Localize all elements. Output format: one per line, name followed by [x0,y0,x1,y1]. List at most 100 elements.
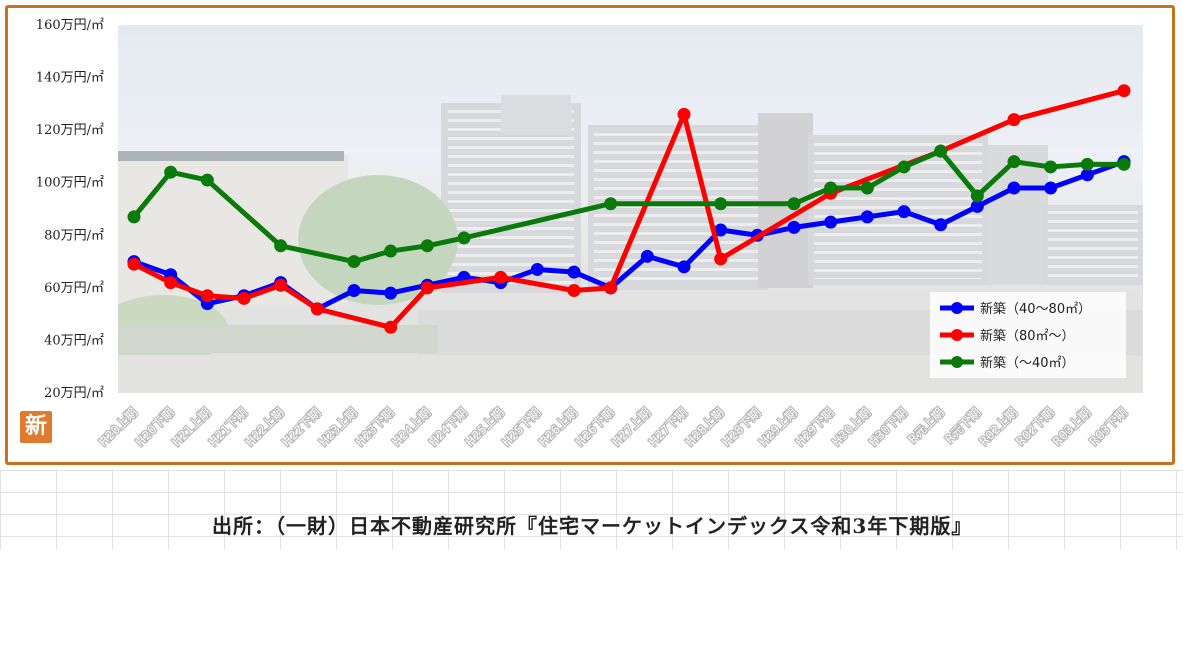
line-chart: 20万円/㎡ 40万円/㎡ 60万円/㎡ 80万円/㎡ 100万円/㎡ 120万円/㎡ 14… [36,18,1132,450]
data-point [494,270,508,284]
x-tick-label: H20下期 [133,405,177,449]
series-line-3 [132,148,1124,265]
source-note: 出所：（一財）日本不動産研究所『住宅マーケットインデックス令和3年下期版』 [212,514,973,538]
data-point [1080,157,1094,171]
data-point [164,165,178,179]
data-point [310,302,324,316]
data-point [824,181,838,195]
legend-label: 新築（80㎡～） [980,328,1075,344]
data-point [1117,157,1131,171]
x-tick-label: R03下期 [1087,405,1131,449]
x-tick-label: H22下期 [279,405,323,449]
y-tick-label: 100万円/㎡ [36,176,104,191]
data-point [457,231,471,245]
data-point [274,239,288,253]
y-tick-label: 20万円/㎡ [44,386,104,401]
data-point [860,210,874,224]
legend-marker [951,302,963,314]
data-point [530,262,544,276]
y-tick-label: 60万円/㎡ [44,281,104,296]
data-point [1117,84,1131,98]
data-point [127,257,141,271]
y-tick-label: 160万円/㎡ [36,18,104,33]
x-tick-label: H27上期 [609,405,653,449]
x-tick-label: H25下期 [499,405,543,449]
data-point [384,320,398,334]
data-point [714,223,728,237]
series-lines [127,84,1131,334]
x-tick-label: H29上期 [756,405,800,449]
x-tick-label: R元上期 [906,405,947,446]
data-point [127,210,141,224]
legend-marker [951,356,963,368]
data-point [970,199,984,213]
data-point [714,252,728,266]
y-tick-label: 140万円/㎡ [36,71,104,86]
legend-label: 新築（40～80㎡） [980,301,1091,317]
data-point [200,289,214,303]
x-tick-label: R02上期 [977,405,1021,449]
data-point [604,281,618,295]
x-tick-label: H21下期 [206,405,250,449]
x-tick-label: H26下期 [573,405,617,449]
data-point [677,260,691,274]
data-point [164,276,178,290]
data-point [1080,168,1094,182]
x-tick-label: H27下期 [646,405,690,449]
data-point [567,265,581,279]
x-tick-label: H22上期 [243,405,287,449]
y-tick-label: 40万円/㎡ [44,333,104,348]
data-point [237,291,251,305]
data-point [934,144,948,158]
new-badge: 新 [20,411,52,443]
data-point [714,197,728,211]
x-tick-label: H29下期 [793,405,837,449]
data-point [1007,113,1021,127]
legend: 新築（40～80㎡） 新築（80㎡～） 新築（～40㎡） [930,292,1126,378]
data-point [420,281,434,295]
data-point [1007,155,1021,169]
data-point [640,249,654,263]
data-point [347,255,361,269]
data-point [420,239,434,253]
y-axis-ticks: 20万円/㎡ 40万円/㎡ 60万円/㎡ 80万円/㎡ 100万円/㎡ 120万円/㎡ 14… [36,18,104,401]
x-tick-label: R02下期 [1013,405,1057,449]
data-point [787,220,801,234]
x-tick-label: H23上期 [316,405,360,449]
spreadsheet-grid [0,470,1183,550]
data-point [970,189,984,203]
data-point [567,283,581,297]
data-point [384,286,398,300]
data-point [860,181,874,195]
data-point [1007,181,1021,195]
data-point [1044,181,1058,195]
data-point [934,218,948,232]
x-tick-label: H25上期 [463,405,507,449]
x-tick-label: H20上期 [96,405,140,449]
legend-label: 新築（～40㎡） [980,355,1075,371]
x-tick-label: H26上期 [536,405,580,449]
data-point [200,173,214,187]
y-tick-label: 80万円/㎡ [44,228,104,243]
data-point [347,283,361,297]
data-point [384,244,398,258]
data-point [897,160,911,174]
x-tick-label: H24上期 [389,405,433,449]
data-point [897,205,911,219]
data-point [677,107,691,121]
data-point [824,215,838,229]
data-point [274,278,288,292]
x-tick-label: H23下期 [353,405,397,449]
x-tick-label: H24下期 [426,405,470,449]
x-tick-label: H21上期 [169,405,213,449]
data-point [787,197,801,211]
x-tick-label: H30下期 [866,405,910,449]
data-point [604,197,618,211]
legend-marker [951,329,963,341]
x-axis-ticks: H20上期H20下期H21上期H21下期H22上期H22下期H23上期H23下期… [95,404,1131,450]
x-tick-label: H30上期 [829,405,873,449]
x-tick-label: R03上期 [1050,405,1094,449]
x-tick-label: H28下期 [719,405,763,449]
x-tick-label: H28上期 [683,405,727,449]
data-point [1044,160,1058,174]
